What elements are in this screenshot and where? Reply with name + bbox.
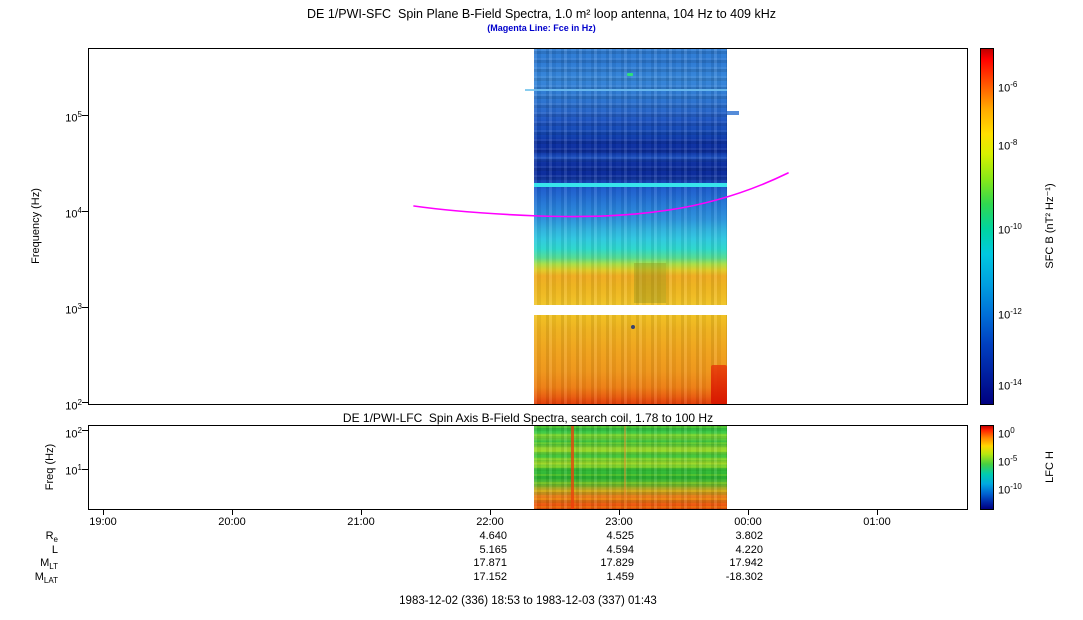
ephemeris-value: 17.152 bbox=[473, 571, 507, 583]
sfc-colorbar-tick: 10-8 bbox=[998, 138, 1018, 153]
sfc-cyan-emission-line bbox=[534, 183, 727, 187]
sfc-plot-area bbox=[82, 48, 968, 405]
lfc-colorbar-tick: 100 bbox=[998, 426, 1015, 441]
x-tick-label: 19:00 bbox=[89, 516, 117, 528]
sfc-y-axis-label: Frequency (Hz) bbox=[30, 188, 42, 264]
lfc-ytick-label: 101 bbox=[65, 463, 82, 478]
x-tick-mark bbox=[361, 510, 362, 515]
x-tick-mark bbox=[490, 510, 491, 515]
sfc-ytick-mark bbox=[82, 211, 88, 212]
ephemeris-value: 4.640 bbox=[479, 530, 507, 542]
sfc-ytick-mark bbox=[82, 402, 88, 403]
ephemeris-row-label: L bbox=[51, 544, 58, 556]
ephemeris-value: 4.594 bbox=[606, 544, 634, 556]
x-tick-mark bbox=[748, 510, 749, 515]
ephemeris-value: 4.525 bbox=[606, 530, 634, 542]
lfc-spectrogram-data bbox=[534, 426, 727, 509]
date-range: 1983-12-02 (336) 18:53 to 1983-12-03 (33… bbox=[399, 595, 657, 607]
sfc-band-protrusion bbox=[727, 111, 739, 115]
ephemeris-value: 17.829 bbox=[600, 557, 634, 569]
ephemeris-value: -18.302 bbox=[725, 571, 763, 583]
sfc-green-speck bbox=[627, 73, 633, 76]
sfc-ytick-mark bbox=[82, 307, 88, 308]
band-texture bbox=[534, 426, 727, 509]
x-tick-mark bbox=[103, 510, 104, 515]
figure-title: DE 1/PWI-SFC Spin Plane B-Field Spectra,… bbox=[307, 7, 776, 21]
lfc-faint-streak bbox=[624, 426, 626, 509]
ephemeris-value: 4.220 bbox=[735, 544, 763, 556]
lfc-plot-area bbox=[82, 425, 968, 510]
band-texture bbox=[534, 426, 727, 509]
lfc-panel-title: DE 1/PWI-LFC Spin Axis B-Field Spectra, … bbox=[342, 411, 714, 425]
ephemeris-row-label: MLAT bbox=[34, 571, 58, 586]
band-texture bbox=[534, 49, 727, 404]
band-texture bbox=[534, 49, 727, 184]
sfc-spectrogram-data bbox=[525, 49, 739, 404]
sfc-colorbar-label: SFC B (nT² Hz⁻¹) bbox=[1044, 183, 1056, 269]
x-tick-label: 21:00 bbox=[347, 516, 375, 528]
ephemeris-value: 17.871 bbox=[473, 557, 507, 569]
fce-line bbox=[413, 172, 789, 218]
lfc-colorbar-tick: 10-5 bbox=[998, 454, 1018, 469]
lfc-colorbar bbox=[980, 425, 994, 510]
x-tick-label: 23:00 bbox=[605, 516, 633, 528]
lfc-ytick-label: 102 bbox=[65, 426, 82, 441]
ephemeris-value: 17.942 bbox=[729, 557, 763, 569]
sfc-ytick-label: 105 bbox=[65, 110, 82, 125]
figure-subtitle: (Magenta Line: Fce in Hz) bbox=[487, 23, 596, 33]
sfc-ytick-label: 104 bbox=[65, 206, 82, 221]
sfc-dark-speck bbox=[631, 325, 635, 329]
x-tick-mark bbox=[619, 510, 620, 515]
x-tick-label: 20:00 bbox=[218, 516, 246, 528]
lfc-colorbar-label: LFC H bbox=[1044, 451, 1056, 483]
ephemeris-value: 1.459 bbox=[606, 571, 634, 583]
lfc-ytick-mark bbox=[82, 469, 88, 470]
sfc-ytick-label: 102 bbox=[65, 398, 82, 413]
sfc-colorbar-tick: 10-6 bbox=[998, 80, 1018, 95]
sfc-ytick-mark bbox=[82, 115, 88, 116]
sfc-band-protrusion bbox=[525, 89, 534, 91]
x-tick-label: 00:00 bbox=[734, 516, 762, 528]
sfc-ytick-label: 103 bbox=[65, 302, 82, 317]
sfc-red-patch bbox=[711, 365, 727, 404]
sfc-colorbar bbox=[980, 48, 994, 405]
lfc-ytick-mark bbox=[82, 430, 88, 431]
sfc-data-gap bbox=[534, 305, 727, 315]
x-tick-mark bbox=[232, 510, 233, 515]
sfc-dim-column bbox=[634, 263, 666, 303]
x-tick-label: 01:00 bbox=[863, 516, 891, 528]
sfc-colorbar-tick: 10-10 bbox=[998, 222, 1022, 237]
x-tick-label: 22:00 bbox=[476, 516, 504, 528]
sfc-narrowband-line-upper bbox=[534, 89, 727, 91]
ephemeris-row-label: Re bbox=[45, 530, 58, 545]
sfc-colorbar-tick: 10-14 bbox=[998, 378, 1022, 393]
lfc-red-streak bbox=[571, 426, 574, 509]
ephemeris-value: 3.802 bbox=[735, 530, 763, 542]
lfc-colorbar-tick: 10-10 bbox=[998, 482, 1022, 497]
ephemeris-row-label: MLT bbox=[40, 557, 58, 572]
ephemeris-value: 5.165 bbox=[479, 544, 507, 556]
x-tick-mark bbox=[877, 510, 878, 515]
sfc-colorbar-tick: 10-12 bbox=[998, 307, 1022, 322]
